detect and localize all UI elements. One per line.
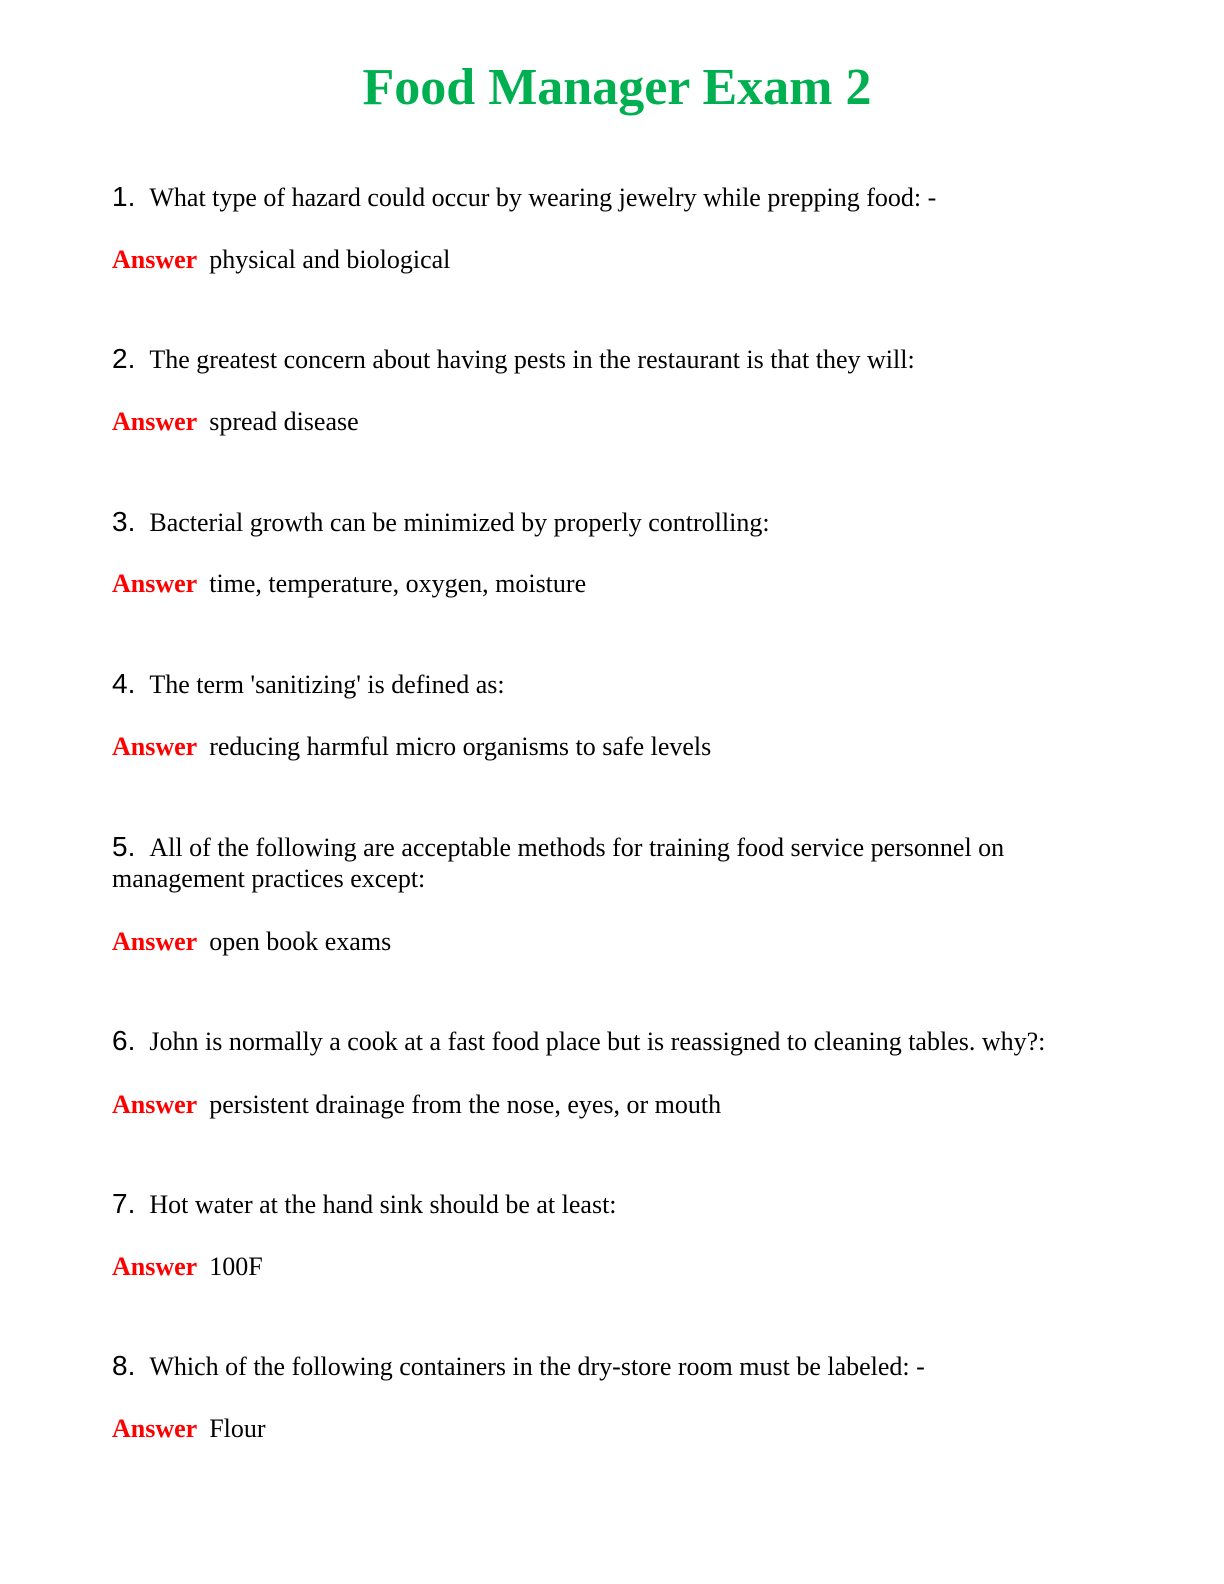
question-1: 1. What type of hazard could occur by wea… bbox=[112, 181, 1112, 213]
question-text: Hot water at the hand sink should be at … bbox=[149, 1190, 617, 1219]
answer-label: Answer bbox=[112, 732, 198, 761]
page-title: Food Manager Exam 2 bbox=[362, 59, 872, 116]
answer-text: reducing harmful micro organisms to safe… bbox=[209, 732, 712, 761]
question-text: The greatest concern about having pests … bbox=[149, 345, 915, 374]
answer-text: time, temperature, oxygen, moisture bbox=[209, 569, 587, 598]
question-number: 7. bbox=[112, 1188, 136, 1219]
answer-text: spread disease bbox=[209, 407, 359, 436]
question-7: 7. Hot water at the hand sink should be a… bbox=[112, 1188, 1112, 1220]
question-text: All of the following are acceptable meth… bbox=[112, 833, 1005, 893]
question-text: Bacterial growth can be minimized by pro… bbox=[149, 508, 770, 537]
question-text: John is normally a cook at a fast food p… bbox=[149, 1027, 1046, 1056]
answer-6: Answer persistent drainage from the nose,… bbox=[112, 1089, 721, 1120]
question-number: 4. bbox=[112, 668, 136, 699]
answer-label: Answer bbox=[112, 245, 198, 274]
question-4: 4. The term 'sanitizing' is defined as: bbox=[112, 668, 1112, 700]
question-number: 5. bbox=[112, 831, 136, 862]
answer-2: Answer spread disease bbox=[112, 406, 359, 437]
question-number: 3. bbox=[112, 506, 136, 537]
answer-label: Answer bbox=[112, 569, 198, 598]
answer-label: Answer bbox=[112, 1414, 198, 1443]
question-8: 8. Which of the following containers in t… bbox=[112, 1350, 1112, 1382]
answer-text: 100F bbox=[209, 1252, 263, 1281]
answer-text: physical and biological bbox=[209, 245, 451, 274]
question-6: 6. John is normally a cook at a fast food… bbox=[112, 1025, 1112, 1057]
question-3: 3. Bacterial growth can be minimized by p… bbox=[112, 506, 1112, 538]
question-number: 2. bbox=[112, 343, 136, 374]
question-2: 2. The greatest concern about having pest… bbox=[112, 343, 1112, 375]
answer-3: Answer time, temperature, oxygen, moistur… bbox=[112, 568, 586, 599]
answer-label: Answer bbox=[112, 1252, 198, 1281]
question-number: 6. bbox=[112, 1025, 136, 1056]
answer-text: persistent drainage from the nose, eyes,… bbox=[209, 1090, 722, 1119]
question-text: The term 'sanitizing' is defined as: bbox=[149, 670, 505, 699]
question-number: 8. bbox=[112, 1350, 136, 1381]
answer-text: Flour bbox=[209, 1414, 266, 1443]
answer-5: Answer open book exams bbox=[112, 926, 391, 957]
question-number: 1. bbox=[112, 181, 136, 212]
answer-label: Answer bbox=[112, 1090, 198, 1119]
answer-text: open book exams bbox=[209, 927, 392, 956]
question-5: 5. All of the following are acceptable me… bbox=[112, 831, 1052, 894]
answer-4: Answer reducing harmful micro organisms t… bbox=[112, 731, 711, 762]
answer-8: Answer Flour bbox=[112, 1413, 266, 1444]
answer-7: Answer 100F bbox=[112, 1251, 263, 1282]
answer-1: Answer physical and biological bbox=[112, 244, 450, 275]
answer-label: Answer bbox=[112, 407, 198, 436]
answer-label: Answer bbox=[112, 927, 198, 956]
question-text: Which of the following containers in the… bbox=[149, 1352, 925, 1381]
question-text: What type of hazard could occur by weari… bbox=[149, 183, 937, 212]
